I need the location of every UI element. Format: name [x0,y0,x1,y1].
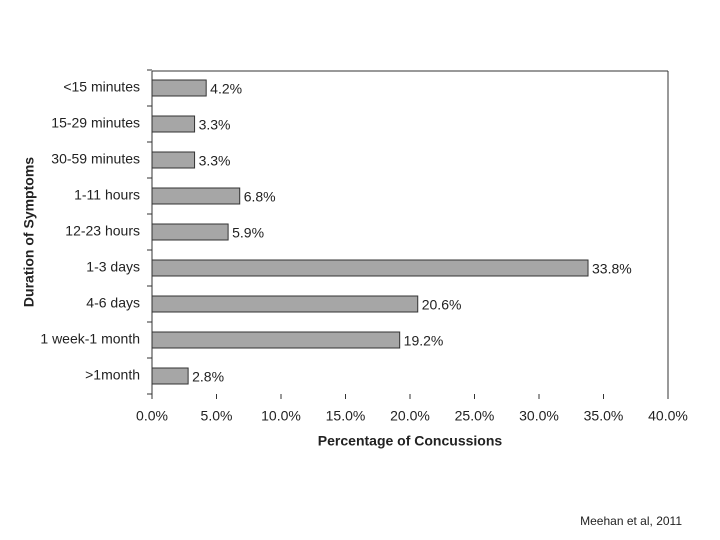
bar [151,259,589,277]
value-label: 4.2% [210,81,242,97]
source-note: Meehan et al, 2011 [580,514,682,528]
y-tick-label: 30-59 minutes [51,151,140,167]
y-tick-label: >1month [85,367,140,383]
value-label: 3.3% [199,153,231,169]
bar [151,115,196,133]
bar [151,331,401,349]
y-tick-label: 4-6 days [86,295,140,311]
bar [151,187,241,205]
x-tick-label: 30.0% [519,408,559,424]
value-label: 5.9% [232,225,264,241]
bar [151,223,229,241]
y-tick-label: 1-3 days [86,259,140,275]
bar [151,367,189,385]
x-tick-label: 0.0% [136,408,168,424]
y-tick-label: 1-11 hours [74,187,140,203]
x-tick-label: 20.0% [390,408,430,424]
y-tick-label: 12-23 hours [65,223,140,239]
y-axis-label: Duration of Symptoms [21,157,37,307]
x-tick-label: 35.0% [584,408,624,424]
x-tick-label: 10.0% [261,408,301,424]
value-label: 20.6% [422,297,462,313]
y-tick-label: 15-29 minutes [51,115,140,131]
value-label: 33.8% [592,261,632,277]
x-axis-label: Percentage of Concussions [318,433,503,449]
bar [151,151,196,169]
x-tick-label: 15.0% [326,408,366,424]
y-tick-label: 1 week-1 month [40,331,140,347]
x-tick-label: 5.0% [201,408,233,424]
x-tick-label: 25.0% [455,408,495,424]
y-tick-label: <15 minutes [63,79,140,95]
value-label: 3.3% [199,117,231,133]
value-label: 19.2% [404,333,444,349]
x-tick-label: 40.0% [648,408,688,424]
value-label: 2.8% [192,369,224,385]
value-label: 6.8% [244,189,276,205]
bar [151,79,207,97]
bar [151,295,419,313]
